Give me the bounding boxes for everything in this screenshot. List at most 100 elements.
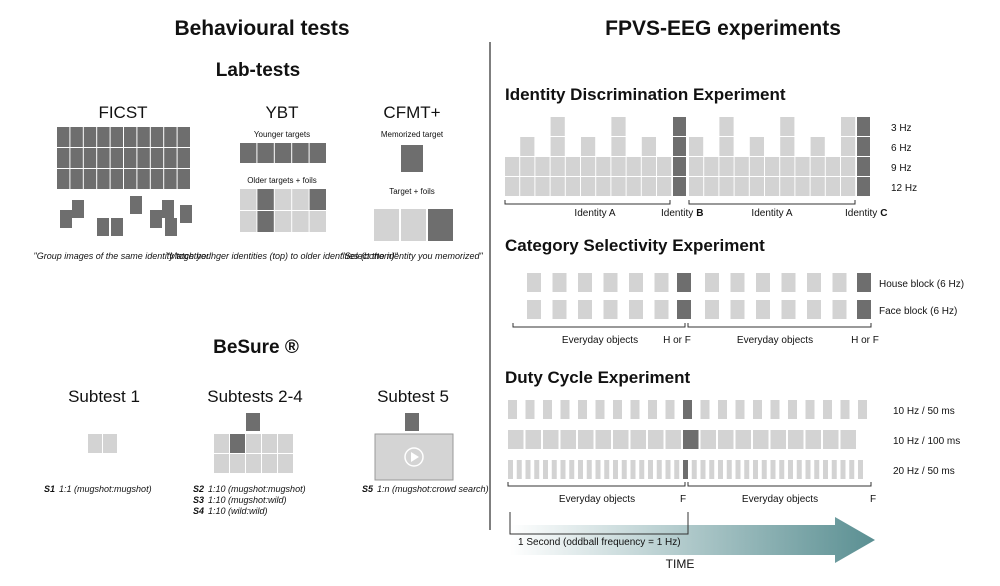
time-arrow bbox=[510, 517, 875, 563]
text: 1:10 (wild:wild) bbox=[208, 506, 268, 516]
tile bbox=[704, 177, 719, 196]
tile bbox=[535, 157, 550, 176]
tile bbox=[823, 430, 839, 449]
tile bbox=[262, 434, 277, 453]
tile bbox=[648, 430, 664, 449]
tile bbox=[505, 157, 520, 176]
tile bbox=[374, 209, 399, 241]
tile bbox=[730, 273, 745, 292]
tile bbox=[770, 400, 780, 419]
tile bbox=[857, 117, 870, 136]
tile bbox=[586, 460, 592, 479]
tile bbox=[611, 137, 626, 156]
tile bbox=[292, 211, 309, 232]
tile bbox=[700, 400, 710, 419]
tile bbox=[516, 460, 522, 479]
tile bbox=[150, 127, 164, 147]
tile bbox=[849, 460, 855, 479]
tile bbox=[525, 460, 531, 479]
tile bbox=[405, 413, 419, 431]
tile bbox=[700, 430, 716, 449]
tile bbox=[535, 177, 550, 196]
tile bbox=[508, 400, 517, 419]
tile bbox=[689, 157, 704, 176]
tile bbox=[57, 148, 70, 168]
tile bbox=[165, 218, 177, 236]
tile bbox=[246, 413, 260, 431]
tile bbox=[508, 460, 513, 479]
tile bbox=[595, 430, 611, 449]
tile bbox=[656, 460, 662, 479]
tile bbox=[735, 460, 741, 479]
tile bbox=[770, 460, 776, 479]
tile bbox=[756, 273, 770, 292]
label: 3 Hz bbox=[891, 123, 912, 134]
tile bbox=[110, 148, 123, 168]
label: Everyday objects bbox=[562, 335, 638, 346]
subtest-name: Subtest 5 bbox=[377, 387, 449, 406]
tile bbox=[162, 200, 174, 218]
label: Identity A bbox=[574, 208, 615, 219]
label: 1 Second (oddball frequency = 1 Hz) bbox=[518, 537, 681, 548]
tile bbox=[543, 460, 548, 479]
tile bbox=[527, 273, 541, 292]
subtest-item: S5 1:n (mugshot:crowd search) bbox=[362, 484, 489, 494]
bracket bbox=[687, 323, 872, 328]
tile bbox=[654, 273, 669, 292]
tile bbox=[70, 127, 83, 147]
tile bbox=[565, 177, 580, 196]
tile bbox=[641, 137, 656, 156]
tile bbox=[551, 460, 557, 479]
label: "Match younger identities (top) to older… bbox=[166, 251, 398, 261]
tile bbox=[240, 211, 257, 232]
tile bbox=[654, 300, 669, 319]
tile bbox=[756, 300, 770, 319]
tile bbox=[674, 460, 680, 479]
tile bbox=[230, 434, 245, 453]
label: H or F bbox=[851, 335, 879, 346]
tile bbox=[641, 177, 656, 196]
title: FPVS-EEG experiments bbox=[605, 17, 841, 40]
tile bbox=[57, 169, 70, 189]
subtest-item: S4 1:10 (wild:wild) bbox=[193, 506, 268, 516]
tile bbox=[137, 148, 150, 168]
section-title: Identity Discrimination Experiment bbox=[505, 85, 786, 104]
label: Face block (6 Hz) bbox=[879, 306, 957, 317]
label: 20 Hz / 50 ms bbox=[893, 466, 955, 477]
tile bbox=[137, 169, 150, 189]
tile bbox=[718, 400, 727, 419]
label: Everyday objects bbox=[559, 494, 635, 505]
text: 1:10 (mugshot:mugshot) bbox=[208, 484, 306, 494]
tile bbox=[719, 177, 734, 196]
bracket bbox=[688, 200, 856, 205]
tile bbox=[665, 400, 675, 419]
tile bbox=[124, 127, 137, 147]
label: House block (6 Hz) bbox=[879, 279, 964, 290]
subtest-name: Subtest 1 bbox=[68, 387, 140, 406]
label: F bbox=[680, 494, 686, 505]
tile bbox=[520, 177, 535, 196]
tile bbox=[841, 177, 856, 196]
tile bbox=[796, 460, 802, 479]
tile bbox=[704, 157, 719, 176]
tile bbox=[578, 273, 592, 292]
code: S1 bbox=[44, 484, 55, 494]
tile bbox=[83, 127, 97, 147]
play-icon bbox=[404, 447, 424, 467]
tile bbox=[534, 460, 540, 479]
tile bbox=[639, 460, 645, 479]
title: Behavioural tests bbox=[174, 17, 349, 40]
label: 10 Hz / 100 ms bbox=[893, 436, 960, 447]
subtest-item: S2 1:10 (mugshot:mugshot) bbox=[193, 484, 306, 494]
label: Identity C bbox=[845, 208, 887, 219]
tile bbox=[761, 460, 767, 479]
tile bbox=[677, 300, 691, 319]
tile bbox=[613, 400, 622, 419]
tile bbox=[603, 273, 618, 292]
tile bbox=[857, 157, 870, 176]
tile bbox=[810, 157, 825, 176]
tile bbox=[401, 145, 423, 172]
tile bbox=[840, 430, 856, 449]
tile bbox=[180, 205, 192, 223]
